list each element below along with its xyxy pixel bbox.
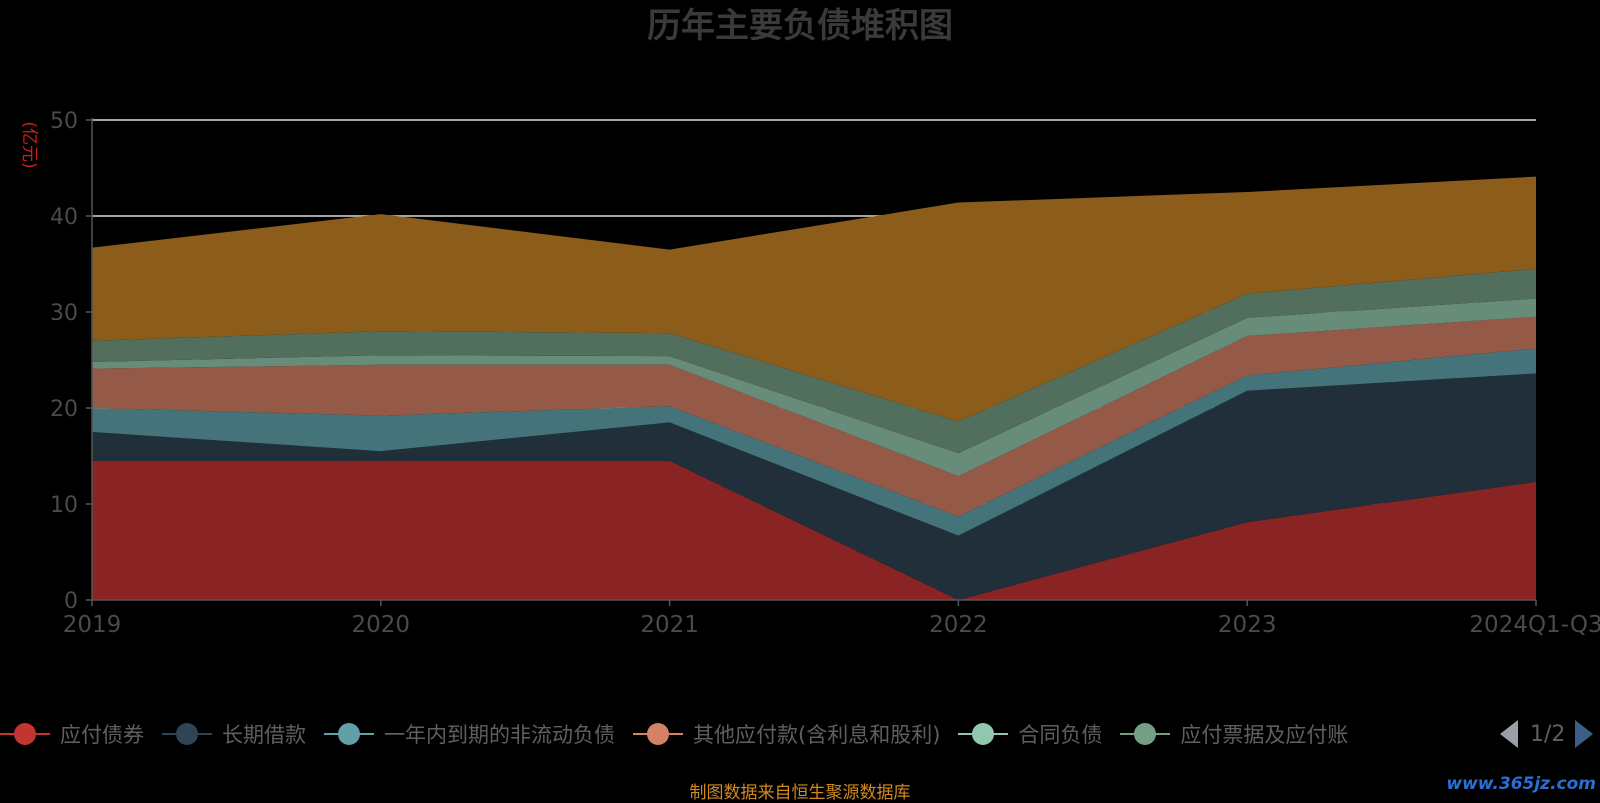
x-tick-label: 2024Q1-Q3 [1469, 612, 1600, 638]
x-tick-label: 2023 [1218, 612, 1277, 638]
x-tick-label: 2019 [63, 612, 122, 638]
legend-page-indicator: 1/2 [1530, 721, 1566, 747]
area-一年内到期的非流动负债 [92, 348, 1536, 536]
chart-title: 历年主要负债堆积图 [647, 6, 953, 46]
legend-pager: 1/2 [1500, 718, 1594, 750]
legend-item[interactable]: 合同负债 [958, 718, 1102, 750]
legend-label: 应付票据及应付账 [1180, 723, 1349, 747]
legend-swatch-icon [958, 722, 1009, 746]
area-其他 [92, 176, 1536, 422]
legend-prev-page-icon[interactable] [1500, 720, 1518, 748]
area-合同负债 [92, 298, 1536, 477]
legend-item[interactable]: 应付票据及应付账 [1120, 718, 1348, 750]
legend-label: 长期借款 [222, 723, 306, 747]
legend-swatch-icon [0, 722, 50, 746]
legend-swatch-icon [324, 722, 374, 746]
axes: 0 10 20 30 40 50 2019 2020 2021 2022 2023 2024Q1-Q3 [50, 109, 1600, 638]
legend-swatch-icon [162, 722, 212, 746]
legend-label: 其他应付款(含利息和股利) [693, 723, 941, 747]
legend-label: 应付债券 [60, 723, 144, 747]
stacked-area-chart: 历年主要负债堆积图 (亿元) 0 10 20 30 40 50 2019 2020 2021 20… [19, 6, 1600, 638]
legend-swatch-icon [1120, 722, 1171, 746]
y-axis-unit-label: (亿元) [19, 121, 39, 168]
area-series [92, 176, 1536, 600]
legend-item[interactable]: 一年内到期的非流动负债 [324, 718, 615, 750]
x-tick-label: 2021 [640, 612, 699, 638]
area-其他应付款(含利息和股利) [92, 316, 1536, 517]
legend-swatch-icon [633, 722, 683, 746]
legend: 应付债券 长期借款 一年内到期的非流动负债 其他应付款(含利息和股利) 合同负债 应付票据… [0, 718, 1490, 750]
watermark: www.365jz.com [1446, 774, 1596, 794]
data-source-note: 制图数据来自恒生聚源数据库 [689, 783, 911, 803]
y-tick-label: 20 [50, 397, 78, 422]
legend-next-page-icon[interactable] [1575, 720, 1594, 748]
y-tick-label: 50 [50, 109, 78, 134]
legend-item[interactable]: 应付债券 [0, 718, 144, 750]
y-tick-label: 0 [64, 589, 78, 614]
legend-label: 合同负债 [1018, 723, 1103, 747]
y-tick-label: 30 [50, 301, 78, 326]
legend-item[interactable]: 长期借款 [162, 718, 306, 750]
x-tick-label: 2022 [929, 612, 988, 638]
y-tick-label: 10 [50, 493, 78, 518]
area-应付票据及应付账款 [92, 268, 1536, 454]
legend-label: 一年内到期的非流动负债 [384, 723, 615, 747]
legend-item[interactable]: 其他应付款(含利息和股利) [633, 718, 940, 750]
y-tick-label: 40 [50, 205, 78, 230]
area-应付债券 [92, 460, 1536, 600]
x-tick-label: 2020 [352, 612, 411, 638]
area-长期借款 [92, 373, 1536, 600]
